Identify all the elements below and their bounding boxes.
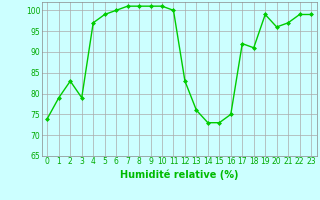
X-axis label: Humidité relative (%): Humidité relative (%): [120, 169, 238, 180]
